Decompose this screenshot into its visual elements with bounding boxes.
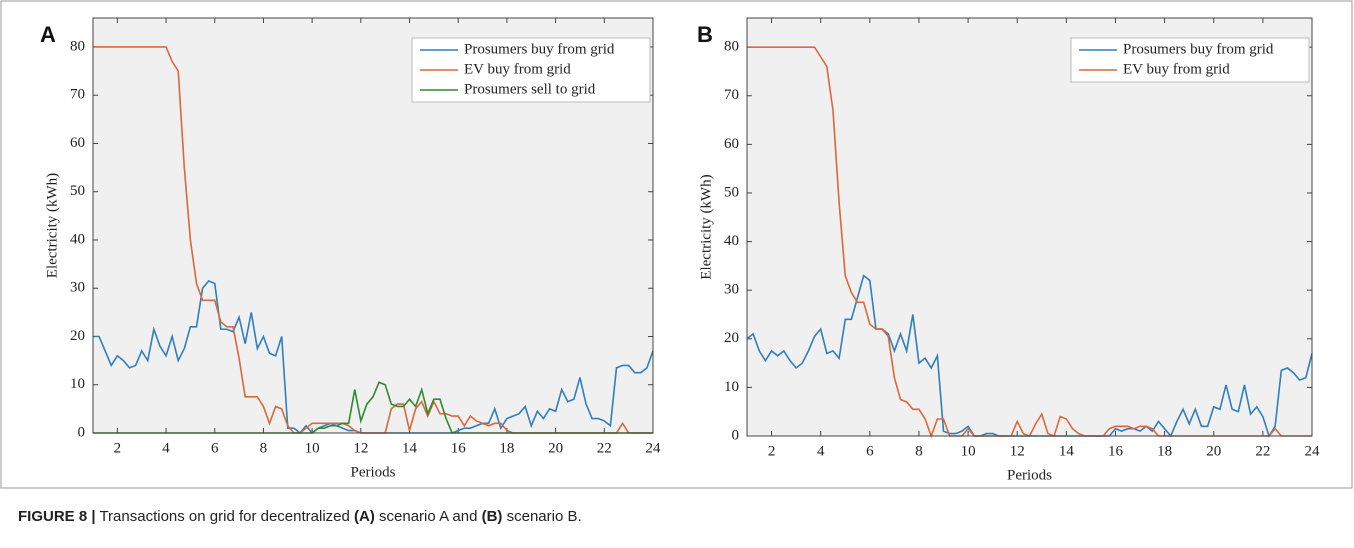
legend-label: Prosumers buy from grid — [464, 41, 615, 57]
x-tick-label: 2 — [768, 443, 776, 459]
legend-label: Prosumers buy from grid — [1123, 41, 1274, 57]
x-tick-label: 18 — [499, 440, 514, 456]
y-tick-label: 20 — [70, 328, 85, 344]
caption-part: FIGURE 8 | — [18, 508, 96, 525]
caption-part: Transactions on grid for decentralized — [96, 508, 354, 525]
caption-part: (B) — [482, 508, 503, 525]
caption-part: scenario B. — [502, 508, 581, 525]
y-tick-label: 50 — [724, 184, 739, 200]
x-tick-label: 24 — [1305, 443, 1321, 459]
x-tick-label: 16 — [1108, 443, 1124, 459]
y-tick-label: 70 — [70, 87, 85, 103]
caption-part: (A) — [354, 508, 375, 525]
y-tick-label: 10 — [70, 376, 85, 392]
y-tick-label: 20 — [724, 330, 739, 346]
x-tick-label: 14 — [402, 440, 418, 456]
y-tick-label: 80 — [724, 39, 739, 55]
caption-part: scenario A and — [375, 508, 482, 525]
x-tick-label: 10 — [961, 443, 976, 459]
x-axis-label: Periods — [1007, 467, 1052, 483]
y-tick-label: 40 — [70, 231, 85, 247]
y-axis-label: Electricity (kWh) — [698, 174, 714, 279]
y-tick-label: 30 — [70, 280, 85, 296]
x-tick-label: 8 — [260, 440, 268, 456]
y-tick-label: 30 — [724, 282, 739, 298]
x-tick-label: 6 — [866, 443, 874, 459]
figure-frame — [0, 0, 1353, 489]
legend-label: EV buy from grid — [464, 61, 571, 77]
x-tick-label: 22 — [1255, 443, 1270, 459]
y-axis-label: Electricity (kWh) — [44, 173, 60, 278]
panel-label: B — [697, 22, 713, 47]
y-tick-label: 10 — [724, 379, 739, 395]
x-tick-label: 14 — [1059, 443, 1075, 459]
x-tick-label: 4 — [817, 443, 825, 459]
x-axis-label: Periods — [351, 464, 396, 480]
y-tick-label: 70 — [724, 87, 739, 103]
x-tick-label: 10 — [305, 440, 320, 456]
x-tick-label: 12 — [1010, 443, 1025, 459]
y-tick-label: 80 — [70, 38, 85, 54]
x-tick-label: 8 — [915, 443, 923, 459]
y-tick-label: 60 — [724, 136, 739, 152]
x-tick-label: 16 — [451, 440, 467, 456]
y-tick-label: 40 — [724, 233, 739, 249]
legend-label: Prosumers sell to grid — [464, 81, 596, 97]
x-tick-label: 6 — [211, 440, 219, 456]
x-tick-label: 18 — [1157, 443, 1172, 459]
legend-label: EV buy from grid — [1123, 61, 1230, 77]
legend-box — [1070, 37, 1310, 83]
x-tick-label: 22 — [597, 440, 612, 456]
y-tick-label: 50 — [70, 183, 85, 199]
y-tick-label: 0 — [732, 427, 740, 443]
plot-frame — [746, 17, 1313, 437]
panel-label: A — [40, 22, 56, 47]
x-tick-label: 12 — [353, 440, 368, 456]
x-tick-label: 24 — [646, 440, 662, 456]
x-tick-label: 20 — [1206, 443, 1221, 459]
y-tick-label: 0 — [78, 424, 86, 440]
x-tick-label: 2 — [114, 440, 122, 456]
x-tick-label: 4 — [162, 440, 170, 456]
caption: FIGURE 8 | Transactions on grid for dece… — [18, 508, 582, 525]
x-tick-label: 20 — [548, 440, 563, 456]
plot-frame — [92, 17, 654, 434]
y-tick-label: 60 — [70, 135, 85, 151]
